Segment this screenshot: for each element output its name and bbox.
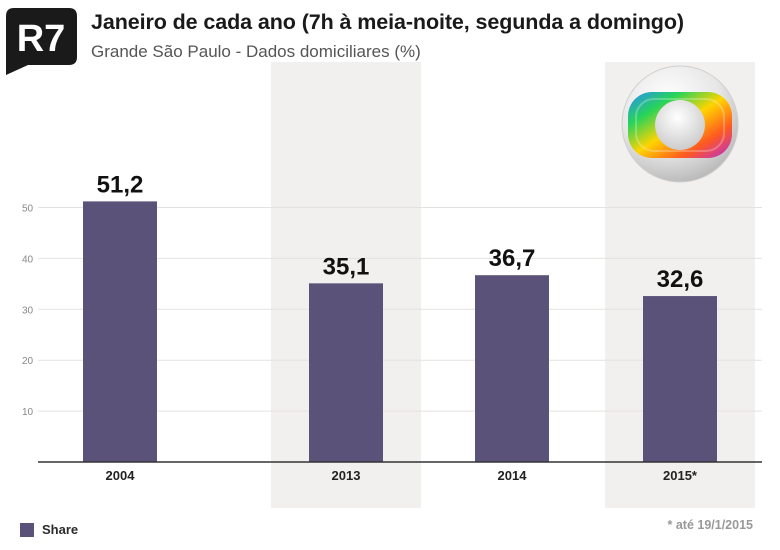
legend-label: Share bbox=[42, 522, 79, 537]
bar-2013 bbox=[309, 283, 383, 462]
y-tick-label: 50 bbox=[22, 204, 34, 215]
x-tick-label: 2004 bbox=[106, 468, 136, 483]
y-tick-label: 30 bbox=[22, 305, 34, 316]
x-tick-label: 2014 bbox=[498, 468, 528, 483]
bar-2004 bbox=[83, 201, 157, 462]
r7-logo-text: R7 bbox=[17, 18, 66, 60]
chart-legend: Share bbox=[20, 522, 78, 537]
y-tick-label: 20 bbox=[22, 356, 34, 367]
chart-subtitle: Grande São Paulo - Dados domiciliares (%… bbox=[91, 42, 421, 61]
bar-2014 bbox=[475, 275, 549, 462]
y-tick-label: 40 bbox=[22, 254, 34, 265]
globo-logo-icon bbox=[621, 65, 739, 183]
legend-swatch bbox=[20, 522, 34, 537]
chart-title: Janeiro de cada ano (7h à meia-noite, se… bbox=[91, 10, 684, 34]
y-tick-label: 10 bbox=[22, 407, 34, 418]
bar-value-label: 32,6 bbox=[657, 266, 704, 293]
bar-value-label: 35,1 bbox=[323, 253, 370, 280]
bar-value-label: 51,2 bbox=[97, 171, 144, 198]
x-tick-label: 2013 bbox=[332, 468, 361, 483]
bar-value-label: 36,7 bbox=[489, 245, 536, 272]
footnote: * até 19/1/2015 bbox=[667, 518, 754, 532]
bar-2015 bbox=[643, 296, 717, 462]
r7-logo-icon: R7 bbox=[6, 8, 77, 75]
x-tick-label: 2015* bbox=[663, 468, 698, 483]
